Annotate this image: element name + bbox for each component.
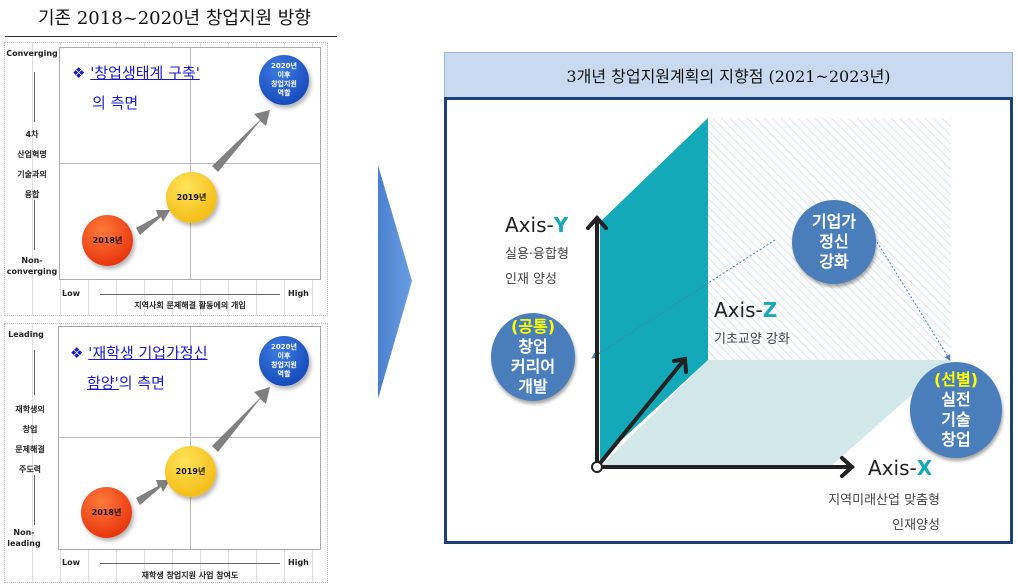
right-header: 3개년 창업지원계획의 지향점 (2021~2023년)	[444, 52, 1013, 98]
origin-point	[591, 461, 603, 473]
circle-common-career: (공통) 창업 커리어 개발	[491, 313, 575, 401]
top-y-arrow-up	[34, 72, 35, 122]
axis-z-desc: 기초교양 강화	[714, 332, 790, 347]
diagram-frame	[444, 97, 1013, 544]
ball-2020: 2020년 이후 창업지원 역할	[259, 336, 309, 386]
top-x-label: 지역사회 문제해결 활동에의 개입	[134, 301, 246, 310]
left-title: 기존 2018~2020년 창업지원 방향	[38, 8, 311, 29]
floor-plane	[600, 360, 951, 467]
side-wall	[600, 118, 708, 460]
top-x-arrow	[100, 294, 280, 295]
top-y-top: Converging	[6, 49, 58, 58]
bottom-x-high: High	[288, 558, 309, 567]
bottom-x-label: 재학생 창업지원 사업 참여도	[141, 571, 239, 580]
ball-2018: 2018년	[81, 487, 132, 538]
bottom-x-arrow	[100, 563, 280, 564]
axis-z-line	[595, 358, 686, 469]
axis-x-label: Axis-X	[868, 456, 933, 480]
bottom-x-low: Low	[62, 558, 80, 567]
axis-y-desc: 실용·융합형 인재 양성	[505, 247, 569, 287]
bottom-y-bottom: Non-leading	[7, 528, 41, 548]
bottom-y-top: Leading	[8, 330, 44, 339]
top-y-label: 4차 산업혁명 기술과의 융합	[17, 130, 47, 199]
bottom-y-label: 재학생의 창업 문제해결 주도력	[15, 405, 45, 474]
ball-2018: 2018년	[82, 215, 133, 266]
title-divider	[5, 36, 337, 37]
top-y-bottom: Non-converging	[6, 256, 58, 276]
circle-selected-startup: (선별) 실전 기술 창업	[910, 362, 1002, 458]
top-arrows	[136, 110, 270, 235]
bottom-y-arrow-down	[34, 475, 35, 525]
top-x-low: Low	[62, 289, 80, 298]
bottom-arrows	[136, 387, 270, 505]
top-x-high: High	[288, 289, 309, 298]
axis-z-label: Axis-Z	[714, 298, 778, 322]
axis-x-desc: 지역미래산업 맞춤형 인재양성	[828, 493, 940, 533]
ball-2020: 2020년 이후 창업지원 역할	[259, 55, 309, 105]
ball-2019: 2019년	[166, 172, 217, 223]
ball-2019: 2019년	[165, 446, 216, 497]
circle-entrepreneurship: 기업가 정신 강화	[792, 200, 876, 284]
axis-y-label: Axis-Y	[505, 213, 569, 237]
top-note: ❖ '창업생태계 구축' 의 측면	[72, 64, 200, 112]
bottom-y-arrow-up	[34, 350, 35, 395]
chevron-right-icon	[378, 165, 412, 399]
bottom-note: ❖ '재학생 기업가정신 함양'의 측면	[70, 344, 208, 392]
top-y-arrow-down	[34, 200, 35, 250]
